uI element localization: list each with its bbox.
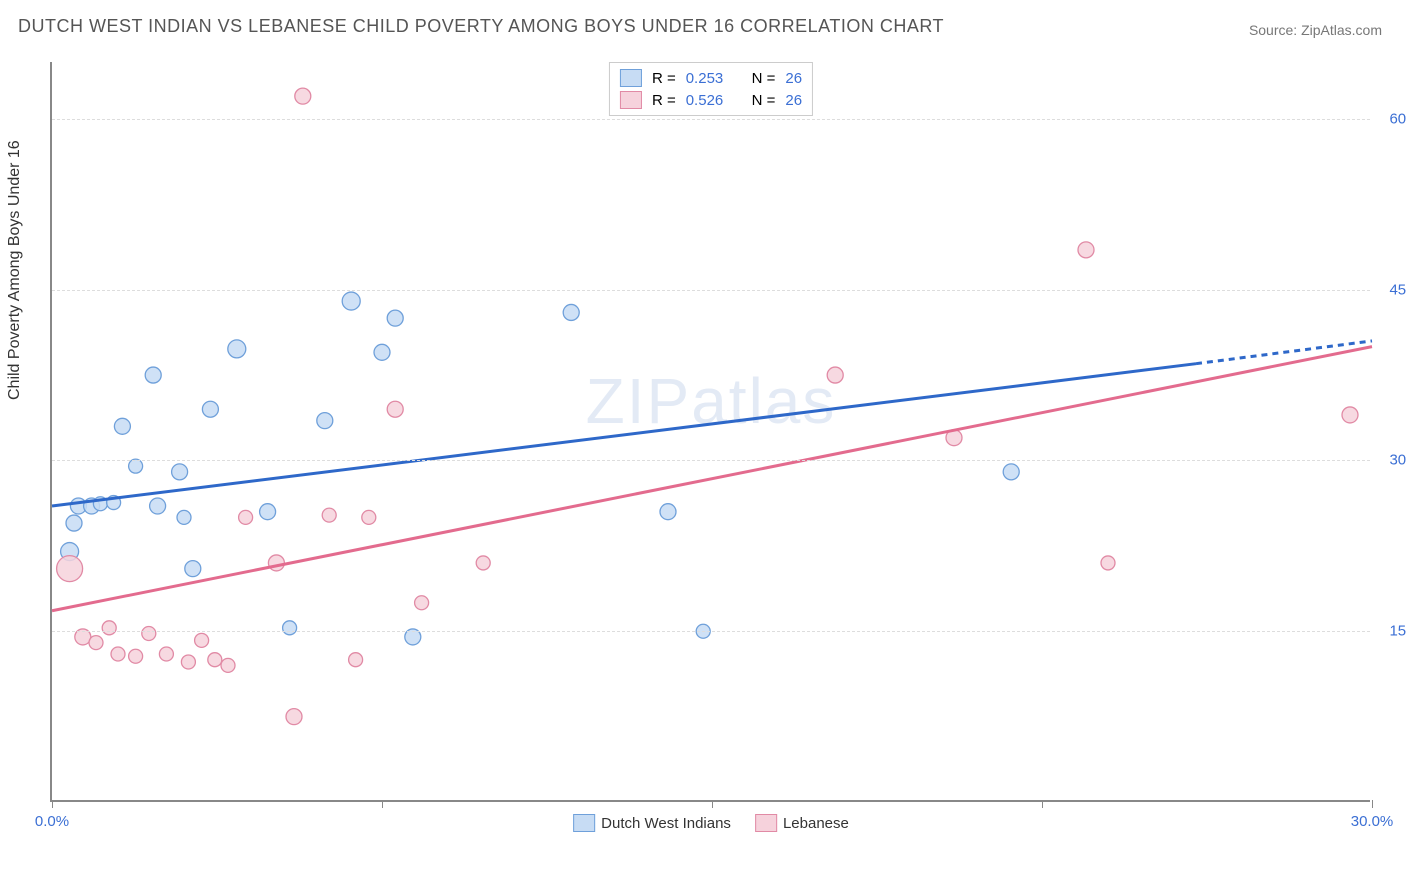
swatch-series2 [620, 91, 642, 109]
swatch-series2-b [755, 814, 777, 832]
grid-line [52, 290, 1370, 291]
x-tick [712, 800, 713, 808]
y-tick-label: 30.0% [1389, 452, 1406, 469]
y-tick-label: 45.0% [1389, 281, 1406, 298]
series-legend: Dutch West Indians Lebanese [573, 814, 849, 832]
series2-name: Lebanese [783, 815, 849, 832]
series1-name: Dutch West Indians [601, 815, 731, 832]
legend-item-series1: Dutch West Indians [573, 814, 731, 832]
x-tick [52, 800, 53, 808]
x-tick [1042, 800, 1043, 808]
grid-line [52, 119, 1370, 120]
n-value-2: 26 [785, 92, 802, 109]
x-tick [382, 800, 383, 808]
x-tick [1372, 800, 1373, 808]
legend-row-series1: R = 0.253 N = 26 [620, 67, 802, 89]
n-value-1: 26 [785, 70, 802, 87]
scatter-svg [52, 62, 1372, 802]
y-tick-label: 60.0% [1389, 110, 1406, 127]
source-label: Source: ZipAtlas.com [1249, 22, 1382, 38]
grid-line [52, 460, 1370, 461]
swatch-series1-b [573, 814, 595, 832]
chart-plot-area: ZIPatlas R = 0.253 N = 26 R = 0.526 N = … [50, 62, 1370, 802]
chart-title: DUTCH WEST INDIAN VS LEBANESE CHILD POVE… [18, 16, 944, 37]
y-axis-label: Child Poverty Among Boys Under 16 [6, 140, 24, 400]
n-label: N = [752, 70, 776, 87]
x-tick-label: 0.0% [35, 813, 69, 830]
n-label: N = [752, 92, 776, 109]
r-label: R = [652, 92, 676, 109]
r-label: R = [652, 70, 676, 87]
legend-item-series2: Lebanese [755, 814, 849, 832]
r-value-2: 0.526 [686, 92, 724, 109]
legend-row-series2: R = 0.526 N = 26 [620, 89, 802, 111]
y-tick-label: 15.0% [1389, 623, 1406, 640]
swatch-series1 [620, 69, 642, 87]
correlation-legend: R = 0.253 N = 26 R = 0.526 N = 26 [609, 62, 813, 116]
r-value-1: 0.253 [686, 70, 724, 87]
grid-line [52, 631, 1370, 632]
x-tick-label: 30.0% [1351, 813, 1394, 830]
